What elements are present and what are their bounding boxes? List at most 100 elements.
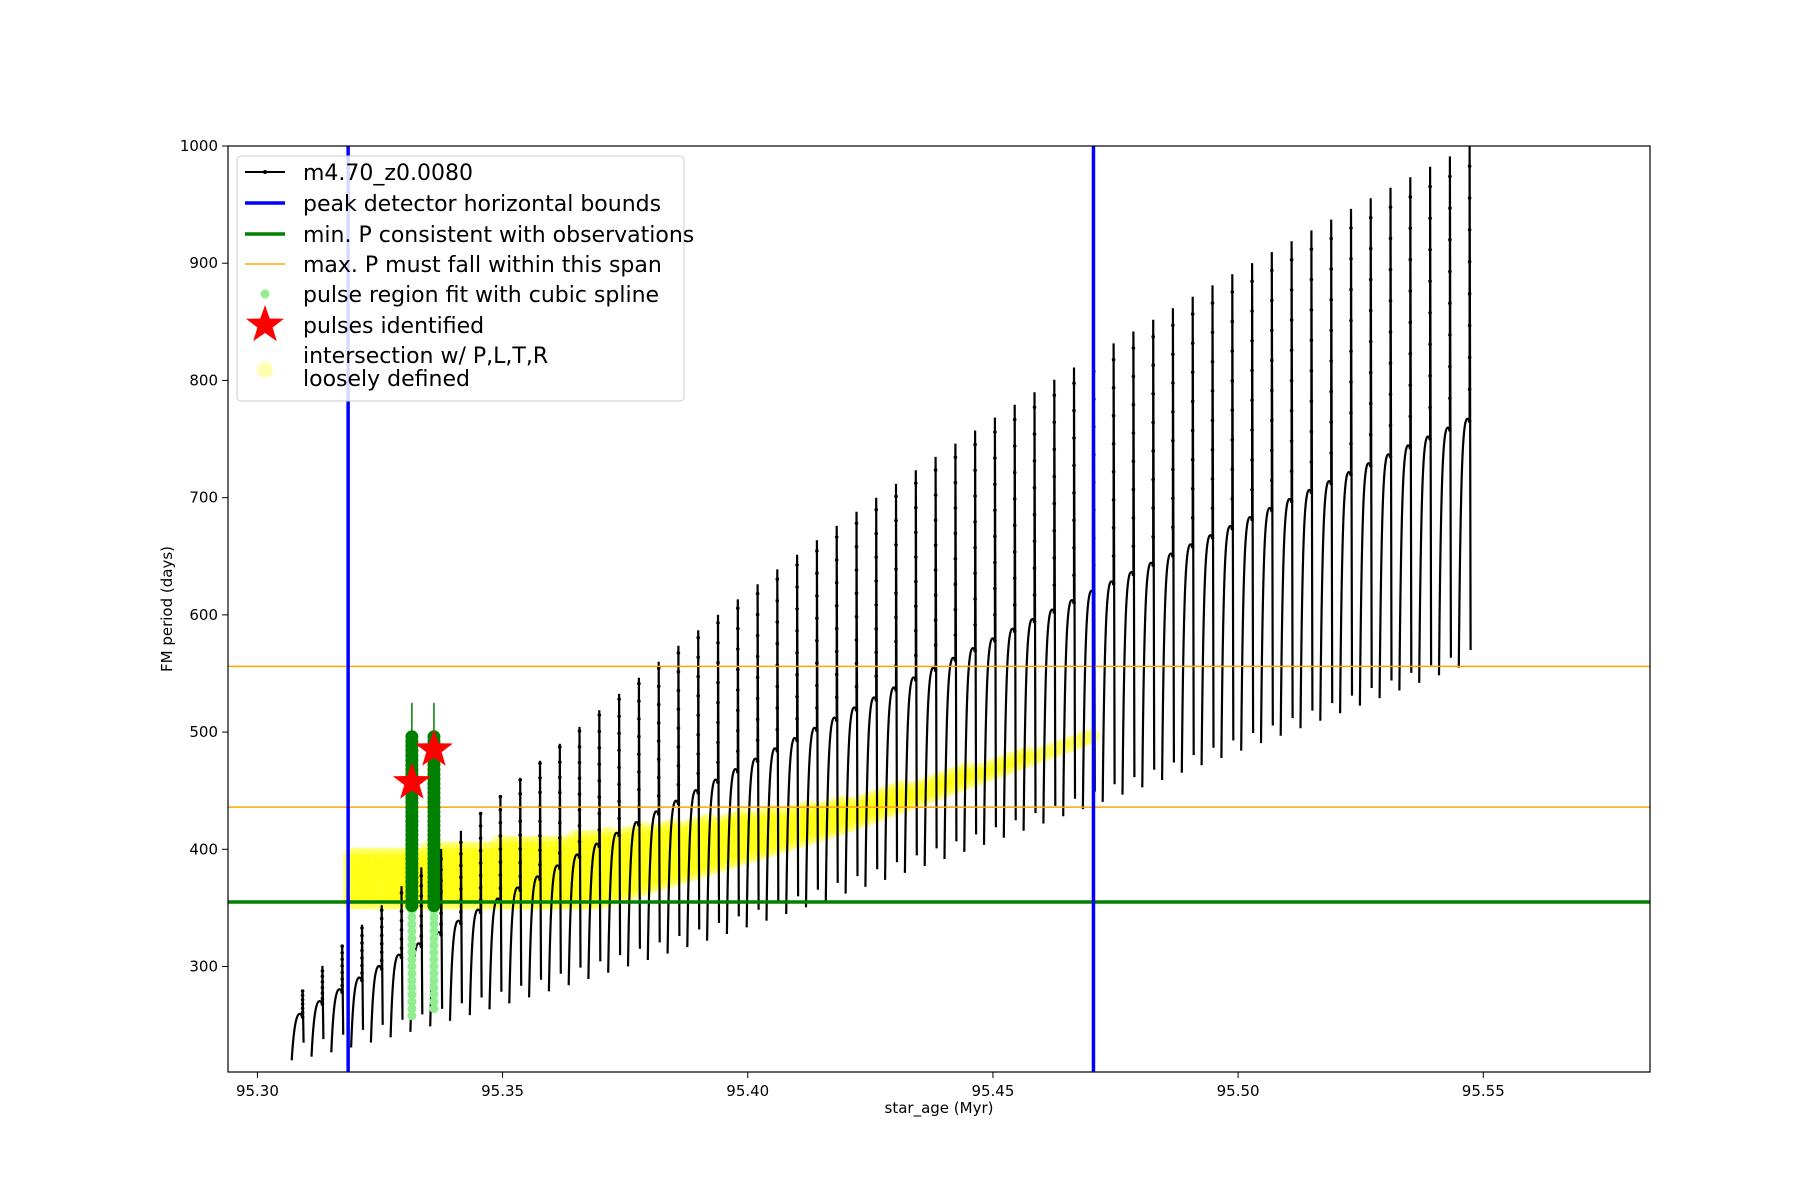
track-point: [300, 1015, 305, 1019]
intersection-point: [931, 783, 947, 800]
track-point: [558, 745, 562, 749]
track-point: [478, 873, 483, 878]
intersection-point: [742, 835, 759, 852]
track-point: [854, 708, 859, 712]
track-point: [1012, 444, 1017, 448]
intersection-point: [895, 790, 912, 807]
track-point: [1072, 573, 1076, 577]
track-point: [874, 531, 878, 536]
track-point: [340, 990, 345, 994]
track-point: [360, 971, 364, 975]
intersection-point: [619, 885, 636, 902]
intersection-point: [377, 876, 394, 893]
intersection-point: [566, 835, 583, 852]
track-point: [558, 790, 562, 795]
track-point: [656, 812, 661, 816]
legend-spline-swatch: [260, 289, 270, 299]
track-point: [340, 957, 345, 962]
intersection-point: [742, 817, 759, 834]
track-point: [1270, 418, 1274, 423]
intersection-point: [578, 847, 594, 864]
track-point: [1467, 164, 1472, 168]
track-point: [755, 654, 760, 659]
track-point: [300, 1006, 305, 1011]
track-point: [1289, 348, 1294, 353]
intersection-point: [519, 864, 536, 881]
track-point: [676, 764, 681, 768]
track-point: [617, 765, 621, 770]
intersection-point: [466, 841, 483, 858]
y-tick-label: 300: [189, 958, 218, 976]
intersection-point: [501, 841, 518, 858]
intersection-point: [589, 864, 606, 881]
intersection-point: [583, 829, 600, 846]
intersection-point: [483, 853, 500, 869]
intersection-point: [831, 820, 847, 836]
legend-max-p-label: max. P must fall within this span: [303, 253, 662, 278]
track-point: [1448, 333, 1452, 337]
spline-point: [407, 997, 417, 1007]
track-point: [518, 860, 522, 865]
track-point: [439, 922, 443, 926]
intersection-point: [348, 864, 365, 881]
intersection-point: [778, 836, 794, 853]
track-point: [459, 887, 463, 891]
track-point: [1151, 420, 1155, 425]
track-point: [439, 911, 443, 915]
track-point: [478, 848, 483, 853]
intersection-point: [613, 863, 630, 880]
track-point: [973, 571, 977, 576]
track-point: [1289, 439, 1294, 443]
intersection-point: [942, 773, 959, 790]
intersection-point: [836, 800, 853, 817]
intersection-point: [748, 845, 765, 862]
intersection-point: [377, 853, 394, 869]
intersection-point: [713, 856, 730, 873]
intersection-point: [648, 840, 665, 857]
intersection-point: [466, 882, 483, 899]
intersection-point: [354, 876, 371, 893]
spline-point: [407, 962, 417, 971]
intersection-point: [366, 864, 383, 881]
track-point: [1428, 247, 1432, 252]
x-tick-label: 95.50: [1217, 1082, 1260, 1100]
intersection-point: [589, 888, 606, 905]
track-point: [1309, 490, 1314, 495]
intersection-point: [613, 869, 630, 886]
track-point: [696, 752, 700, 756]
intersection-point: [689, 834, 706, 851]
track-point: [1408, 383, 1413, 387]
intersection-point: [525, 853, 541, 869]
spline-point: [407, 1011, 417, 1021]
track-point: [656, 757, 661, 762]
intersection-point: [1078, 730, 1095, 747]
pulse-star-marker: [392, 762, 431, 799]
track-point: [953, 658, 958, 663]
intersection-point: [954, 775, 971, 792]
intersection-point: [354, 870, 371, 887]
track-point: [320, 996, 325, 1001]
track-point: [993, 560, 997, 565]
track-point: [933, 493, 938, 497]
intersection-point: [560, 835, 577, 852]
y-tick-label: 1000: [180, 137, 218, 155]
intersection-point: [689, 851, 706, 868]
track-point: [1448, 206, 1452, 210]
track-point: [419, 924, 424, 928]
track-point: [795, 672, 799, 677]
pulse-star-marker: [414, 729, 453, 766]
track-point: [1270, 328, 1274, 333]
track-point: [736, 667, 740, 672]
track-point: [1368, 339, 1373, 344]
intersection-point: [772, 814, 789, 831]
intersection-point: [578, 841, 594, 858]
track-point: [1388, 330, 1393, 334]
intersection-point: [583, 835, 600, 852]
spline-point: [429, 940, 439, 950]
track-point: [1151, 506, 1155, 510]
intersection-point: [801, 823, 818, 840]
intersection-point: [372, 847, 388, 864]
track-point: [1250, 279, 1254, 284]
track-point: [1171, 323, 1175, 328]
